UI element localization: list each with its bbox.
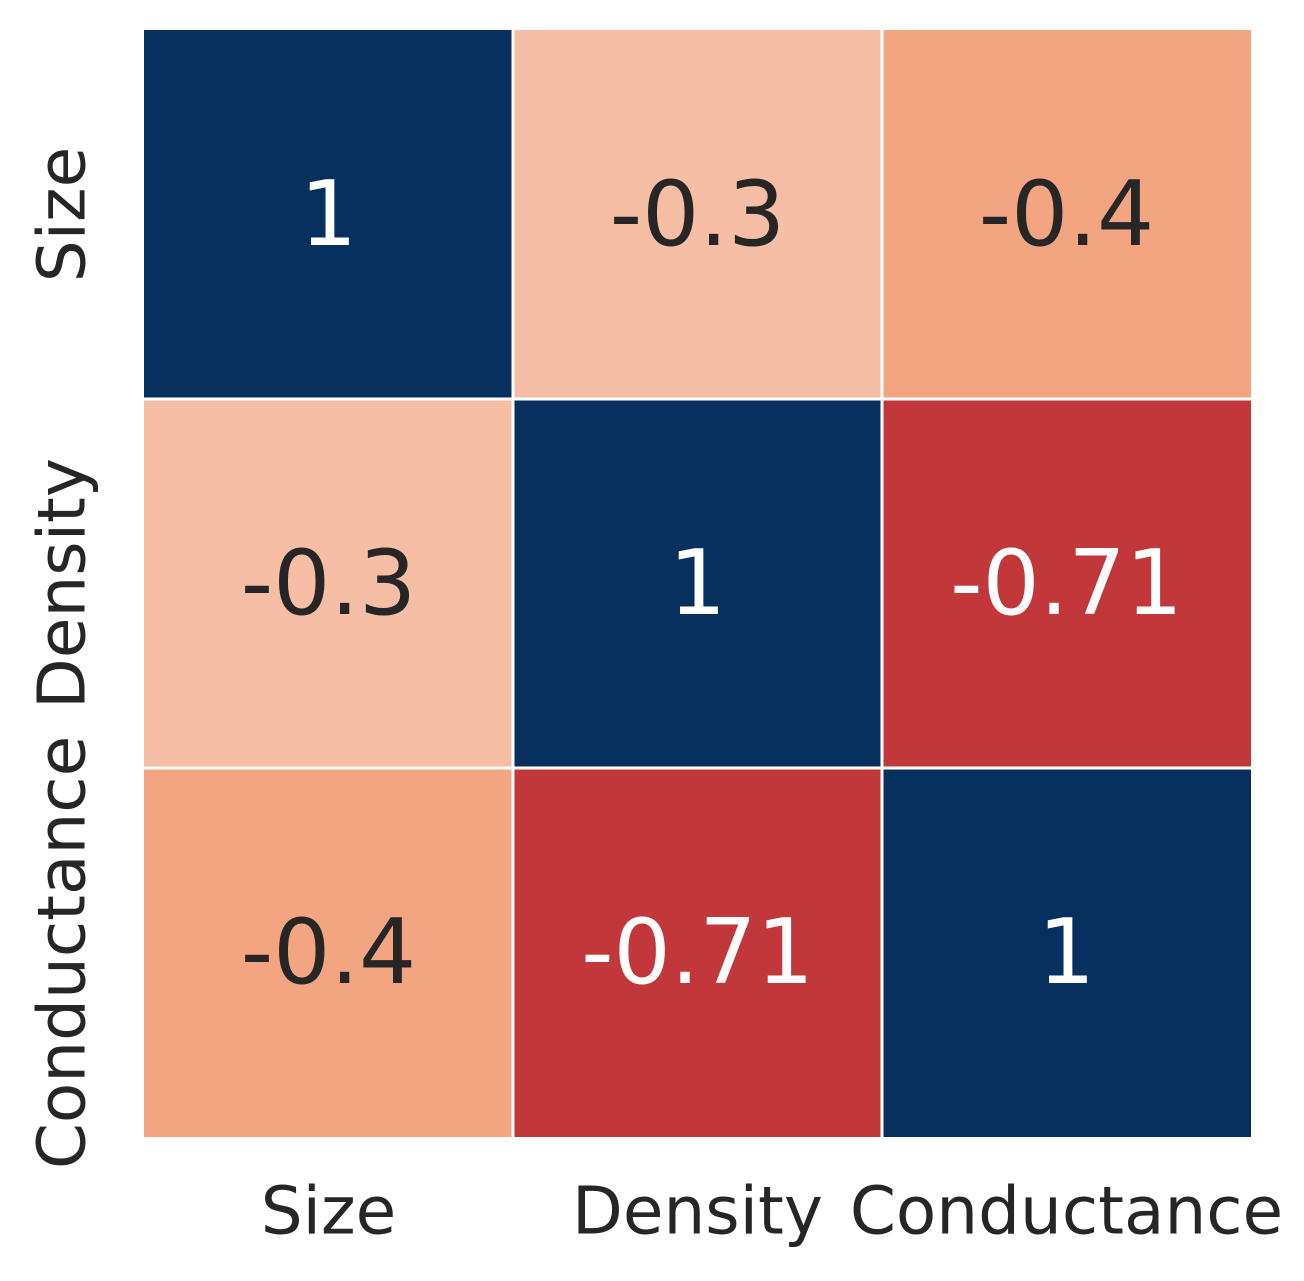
heatmap-cell-size-size bbox=[144, 30, 512, 398]
x-tick-label: Conductance bbox=[850, 1173, 1283, 1250]
x-tick-label: Density bbox=[572, 1173, 823, 1250]
heatmap-cell-size-density bbox=[514, 30, 881, 398]
y-tick-label: Conductance bbox=[24, 736, 101, 1169]
cell-value-label: 1 bbox=[669, 531, 726, 636]
x-tick-label: Size bbox=[261, 1173, 396, 1250]
cell-value-label: -0.71 bbox=[581, 900, 814, 1005]
heatmap-cell-size-conductance bbox=[883, 30, 1251, 398]
cell-value-label: 1 bbox=[1038, 900, 1095, 1005]
heatmap-cell-density-size bbox=[144, 400, 512, 767]
heatmap-cell-conductance-size bbox=[144, 769, 512, 1137]
heatmap-cell-conductance-density bbox=[514, 769, 881, 1137]
cell-value-label: -0.3 bbox=[241, 531, 417, 636]
y-axis-tick-labels: Size Density Conductance bbox=[24, 147, 101, 1169]
heatmap-cell-density-conductance bbox=[883, 400, 1251, 767]
cell-value-label: -0.4 bbox=[979, 162, 1155, 267]
y-tick-label: Density bbox=[24, 458, 101, 709]
x-axis-tick-labels: Size Density Conductance bbox=[261, 1173, 1283, 1250]
heatmap-value-labels: 1 -0.3 -0.4 -0.3 1 -0.71 -0.4 -0.71 1 bbox=[241, 162, 1183, 1005]
cell-value-label: -0.71 bbox=[950, 531, 1183, 636]
y-tick-label: Size bbox=[24, 147, 101, 282]
cell-value-label: -0.3 bbox=[610, 162, 786, 267]
heatmap-cell-density-density bbox=[514, 400, 881, 767]
cell-value-label: -0.4 bbox=[241, 900, 417, 1005]
cell-value-label: 1 bbox=[300, 162, 357, 267]
heatmap-cell-conductance-conductance bbox=[883, 769, 1251, 1137]
heatmap-cells bbox=[144, 30, 1251, 1137]
